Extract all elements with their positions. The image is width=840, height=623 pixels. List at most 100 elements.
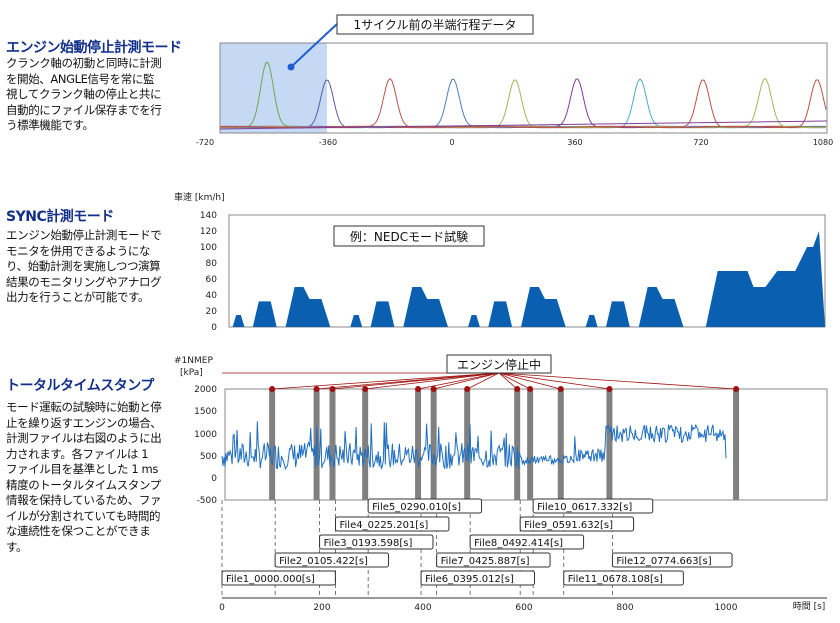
- y-tick: 100: [200, 243, 217, 253]
- engine-stop-bar: [527, 389, 534, 500]
- speed-y-ticks: 140 120 100 80 60 40 20 0: [200, 211, 217, 333]
- desc-line: な連続性を保つことができま: [6, 524, 151, 538]
- y-tick: 1000: [194, 430, 217, 440]
- nmep-y-label: #1NMEP: [174, 356, 213, 366]
- desc-line: 力されます。各ファイルは 1: [6, 446, 149, 461]
- callout-pointer: [290, 23, 338, 68]
- engine-stop-bar: [733, 389, 740, 500]
- nmep-timestamp-chart: #1NMEP [kPa] 2000 1500 1000 500 0 -500 エ…: [174, 354, 828, 613]
- stop-marker: [514, 386, 521, 392]
- desc-line: 結果のモニタリングやアナログ: [6, 274, 162, 289]
- stop-connectors: [222, 372, 740, 392]
- chart3-frame: [224, 388, 828, 501]
- stop-marker: [269, 386, 276, 392]
- file-label-box: [420, 570, 535, 586]
- stop-connector: [498, 372, 610, 390]
- stop-marker: [313, 386, 320, 392]
- stop-marker: [362, 386, 369, 392]
- desc-line: 出力を行うことが可能です。: [6, 290, 150, 304]
- stop-connector: [272, 372, 500, 390]
- desc-line: 計測ファイルは右図のように出: [6, 431, 162, 445]
- file-label: File8_0492.414[s]: [474, 538, 563, 549]
- file-timestamp-labels: File1_0000.000[s] File2_0105.422[s] File3_…: [221, 498, 733, 586]
- chart1-x-ticks: -720 -360 0 360 720 1080: [196, 138, 833, 147]
- y-tick: 1500: [194, 407, 217, 417]
- section-desc-sync: エンジン始動停止計測モードで モニタを併用できるようにな り、始動計測を実施しつ…: [6, 228, 162, 306]
- file-label: File1_0000.000[s]: [226, 574, 315, 585]
- desc-line: イルが分割されていても時間的: [6, 508, 161, 523]
- engine-stop-bar: [362, 389, 369, 500]
- desc-line: 自動的にファイル保存までを行: [6, 102, 162, 117]
- file-label-box: [221, 570, 336, 586]
- stop-marker: [733, 386, 740, 392]
- desc-line: す。: [6, 539, 28, 554]
- stop-connector: [498, 372, 531, 390]
- file-label-box: [563, 570, 684, 586]
- desc-line: エンジン始動停止計測モードで: [6, 228, 162, 242]
- engine-stop-bar: [606, 389, 613, 500]
- engine-stop-bar: [557, 389, 564, 500]
- time-tick: 600: [515, 603, 532, 613]
- file-label: File11_0678.108[s]: [568, 574, 663, 585]
- engine-stop-bar: [415, 389, 422, 500]
- desc-line: クランク軸の初動と同時に計測: [6, 56, 162, 70]
- y-tick: 120: [200, 227, 217, 237]
- y-tick: 40: [206, 291, 218, 301]
- stop-marker: [329, 386, 336, 392]
- chart1-frame: [219, 42, 828, 134]
- y-tick: 80: [206, 259, 218, 269]
- y-tick: 60: [206, 275, 218, 285]
- stop-connector: [418, 372, 500, 390]
- file-label-box: [611, 552, 733, 568]
- desc-line: 情報を保持しているため、ファ: [6, 493, 162, 507]
- y-tick: 20: [206, 307, 218, 317]
- file-label: File2_0105.422[s]: [279, 556, 368, 567]
- stop-label-box: [446, 354, 552, 374]
- time-ticks: 0 200 400 600 800 1000: [219, 603, 738, 613]
- file-label: File12_0774.663[s]: [616, 556, 711, 567]
- engine-stop-bar: [464, 389, 471, 500]
- time-tick: 0: [219, 603, 225, 613]
- time-tick: 200: [313, 603, 330, 613]
- time-axis-label: 時間 [s]: [793, 601, 826, 612]
- nmep-y-unit: [kPa]: [180, 368, 203, 378]
- stop-connector: [365, 372, 500, 390]
- stop-connector: [498, 372, 737, 390]
- stop-marker: [606, 386, 613, 392]
- file-label-box: [367, 498, 483, 514]
- speed-area: [229, 231, 825, 327]
- desc-line: ファイル目を基準とした 1 ms: [6, 462, 158, 476]
- stop-marker: [415, 386, 422, 392]
- section-desc-total-timestamp: モード運転の試験時に始動と停 止を繰り返すエンジンの場合、 計測ファイルは右図の…: [6, 400, 162, 555]
- y-tick: 500: [200, 452, 217, 462]
- file-label-box: [519, 516, 635, 532]
- desc-line: 精度のトータルタイムスタンプ: [6, 477, 161, 492]
- desc-line: モード運転の試験時に始動と停: [6, 400, 162, 414]
- stop-connector: [498, 372, 518, 390]
- x-tick: -720: [196, 138, 214, 147]
- callout-box: [336, 14, 534, 35]
- stop-marker: [430, 386, 437, 392]
- stop-connector: [466, 372, 500, 390]
- stop-connector: [433, 372, 500, 390]
- file-label-box: [274, 552, 390, 568]
- x-tick: 1080: [813, 138, 833, 147]
- y-tick: 0: [211, 323, 217, 333]
- file-label: File3_0193.598[s]: [324, 538, 413, 549]
- vehicle-speed-chart: 車速 [km/h] 140 120 100 80 60 40 20 0 例：NE…: [174, 191, 826, 333]
- engine-stop-bar: [329, 389, 336, 500]
- stop-connector: [332, 372, 500, 390]
- section-desc-engine-start-stop: クランク軸の初動と同時に計測 を開始、ANGLE信号を常に監 視してクランク軸の…: [6, 56, 162, 134]
- file-label: File5_0290.010[s]: [372, 502, 461, 513]
- time-tick: 1000: [715, 603, 738, 613]
- time-tick: 800: [616, 603, 633, 613]
- y-tick: 2000: [194, 385, 217, 395]
- stop-marker: [464, 386, 471, 392]
- x-tick: 360: [567, 138, 582, 147]
- nedc-annotation: 例：NEDCモード試験: [350, 229, 468, 244]
- desc-line: を開始、ANGLE信号を常に監: [6, 71, 155, 86]
- desc-line: う標準機能です。: [6, 118, 94, 132]
- crank-angle-chart: 1サイクル前の半端行程データ -720 -360 0 360 720 1080: [196, 14, 833, 147]
- y-tick: -500: [197, 496, 218, 506]
- file-label: File10_0617.332[s]: [537, 502, 632, 513]
